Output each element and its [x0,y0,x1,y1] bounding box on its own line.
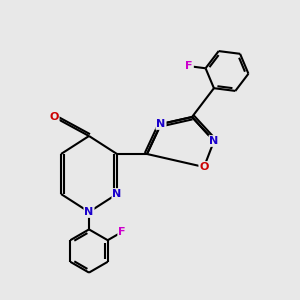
Text: N: N [84,207,94,217]
Text: O: O [49,112,59,122]
Text: F: F [185,61,193,71]
Text: N: N [112,189,122,199]
Text: F: F [118,227,126,237]
Text: N: N [209,136,219,146]
Text: N: N [156,119,166,129]
Text: O: O [199,162,209,172]
